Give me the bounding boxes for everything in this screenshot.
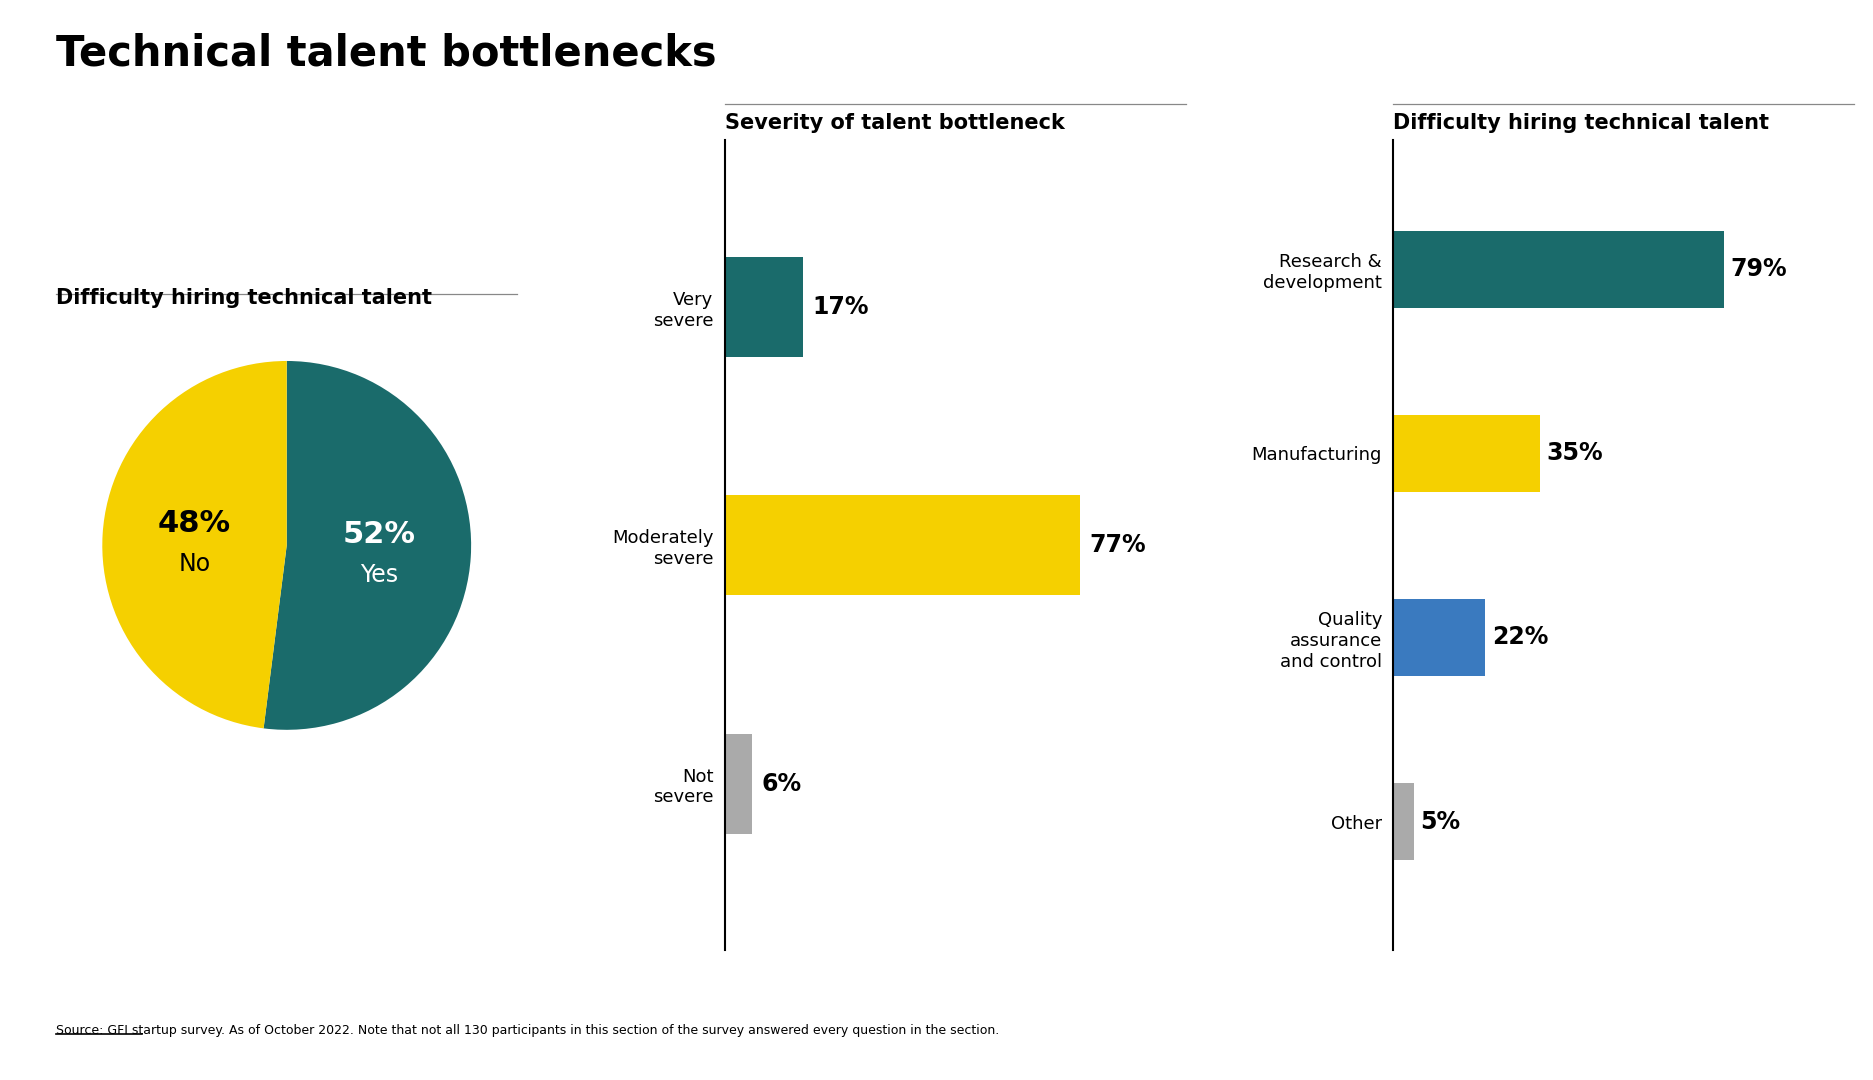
Text: Difficulty hiring technical talent: Difficulty hiring technical talent (1394, 113, 1770, 133)
Bar (1394, 783, 1414, 860)
Bar (725, 257, 804, 357)
Text: 22%: 22% (1491, 625, 1549, 649)
Wedge shape (103, 361, 287, 728)
Text: 5%: 5% (1420, 810, 1461, 834)
Text: 77%: 77% (1088, 534, 1146, 557)
Text: 52%: 52% (343, 521, 416, 549)
Text: 17%: 17% (813, 295, 869, 320)
Bar (1394, 231, 1725, 308)
Text: 35%: 35% (1547, 442, 1603, 465)
Bar (725, 496, 1079, 595)
Bar (725, 733, 753, 834)
Bar (1394, 598, 1485, 676)
Text: Difficulty hiring technical talent: Difficulty hiring technical talent (56, 287, 433, 308)
Text: No: No (178, 552, 212, 576)
Text: 48%: 48% (157, 509, 230, 538)
Text: Severity of talent bottleneck: Severity of talent bottleneck (725, 113, 1064, 133)
Text: Yes: Yes (360, 563, 397, 588)
Text: 6%: 6% (762, 771, 802, 796)
Text: Source: GFI startup survey. As of October 2022. Note that not all 130 participan: Source: GFI startup survey. As of Octobe… (56, 1024, 1000, 1037)
Bar (1394, 415, 1540, 492)
Text: Technical talent bottlenecks: Technical talent bottlenecks (56, 32, 717, 75)
Wedge shape (264, 361, 472, 730)
Text: 79%: 79% (1731, 257, 1787, 281)
